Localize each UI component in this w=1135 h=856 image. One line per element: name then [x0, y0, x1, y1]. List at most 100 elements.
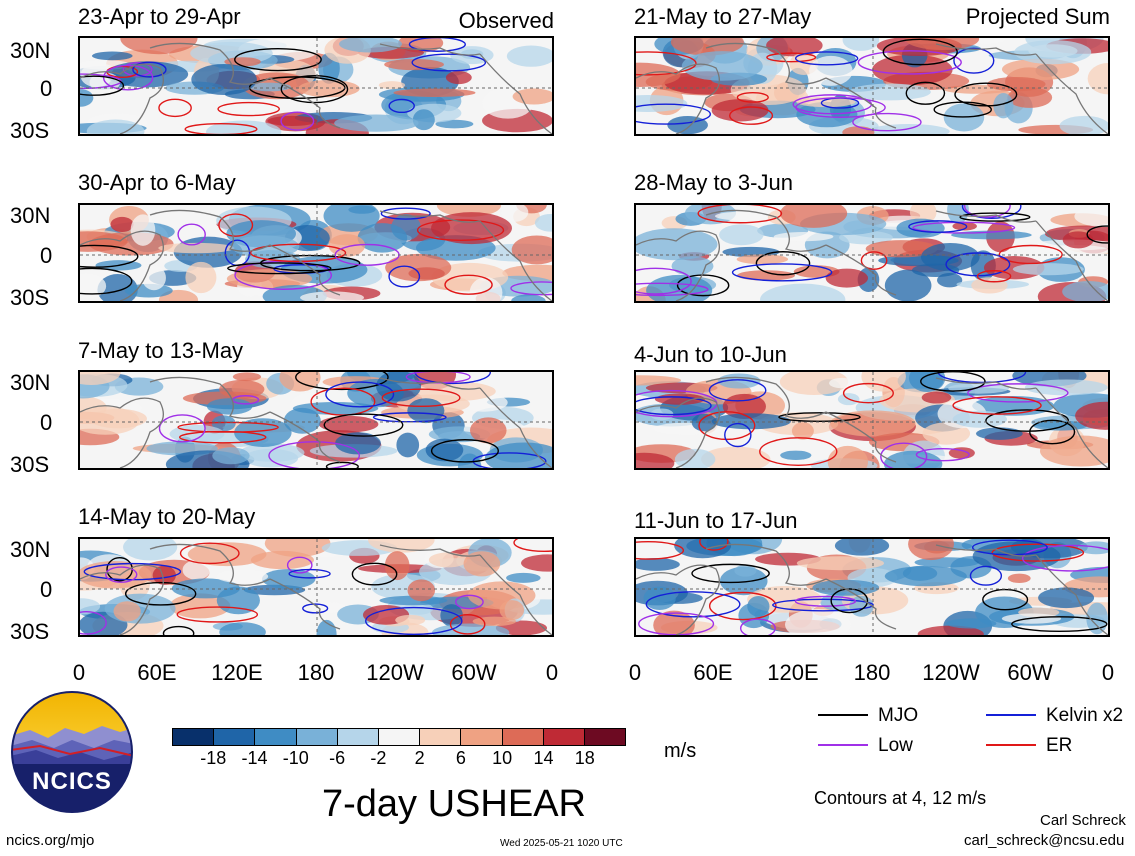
colorbar-tick-label: 6 [455, 748, 466, 768]
shear-anomaly-blob [685, 205, 737, 225]
shear-anomaly-blob [691, 413, 717, 432]
shear-anomaly-blob [80, 372, 121, 386]
shear-anomaly-blob [472, 616, 517, 627]
wave-contour [961, 205, 1022, 219]
shear-field-svg [80, 205, 552, 301]
coastline [825, 244, 897, 296]
wave-contour [449, 614, 486, 635]
legend-line-er [986, 744, 1036, 746]
lon-label-left-0: 0 [72, 660, 86, 685]
shear-anomaly-blob [779, 372, 849, 396]
shear-field-svg [636, 539, 1108, 635]
lat-label-30s-row1: 30S [10, 118, 50, 143]
colorbar [172, 728, 626, 746]
shear-anomaly-blob [80, 273, 107, 299]
shear-anomaly-blob [636, 228, 718, 261]
site-link[interactable]: ncics.org/mjo [6, 832, 95, 849]
wave-contour [232, 395, 260, 405]
colorbar-tick-label: 14 [533, 748, 554, 768]
wave-contour [880, 442, 928, 468]
shear-anomaly-blob [511, 235, 552, 265]
shear-anomaly-blob [971, 277, 1008, 294]
lat-label-0-row1: 0 [40, 76, 53, 101]
wave-contour [636, 267, 692, 295]
wave-contour [1029, 419, 1076, 445]
wave-contour [794, 595, 857, 607]
shear-anomaly-blob [908, 372, 946, 393]
shear-anomaly-blob [385, 253, 452, 282]
lat-label-0-row3: 0 [40, 410, 53, 435]
coastline [149, 209, 271, 252]
shear-anomaly-blob [760, 283, 846, 301]
shear-anomaly-blob [393, 88, 476, 97]
coastline [479, 387, 552, 468]
wave-contour [280, 111, 315, 131]
colorbar-swatch-5 [378, 729, 421, 745]
shear-anomaly-blob [407, 579, 436, 602]
shear-anomaly-blob [711, 99, 769, 122]
shear-anomaly-blob [323, 205, 380, 232]
map-panel-left-3 [78, 370, 554, 470]
shear-anomaly-blob [1059, 115, 1108, 134]
coastline [1035, 220, 1108, 301]
shear-anomaly-blob [719, 566, 768, 596]
projected-label: Projected Sum [965, 4, 1110, 29]
lat-label-30n-row4: 30N [10, 537, 51, 562]
shear-anomaly-blob [636, 95, 688, 113]
shear-anomaly-blob [80, 561, 152, 589]
shear-anomaly-blob [736, 254, 789, 265]
wave-contour [852, 112, 922, 132]
shear-anomaly-blob [335, 432, 381, 455]
lat-label-30s-row4: 30S [10, 619, 50, 644]
shear-anomaly-blob [182, 560, 211, 580]
coastline [379, 43, 481, 56]
wave-contour [80, 244, 139, 268]
coastline [80, 564, 164, 635]
shear-anomaly-blob [849, 83, 931, 101]
shear-anomaly-blob [80, 89, 94, 107]
coastline [269, 578, 341, 630]
shear-anomaly-blob [636, 557, 680, 571]
shear-field-svg [636, 205, 1108, 301]
shear-anomaly-blob [97, 274, 138, 301]
shear-anomaly-blob [976, 427, 1023, 440]
lon-label-right-60e: 60E [693, 660, 733, 685]
shear-anomaly-blob [91, 51, 133, 61]
shear-field-svg [636, 38, 1108, 134]
contours-note: Contours at 4, 12 m/s [814, 788, 987, 808]
shear-anomaly-blob [368, 539, 435, 553]
shear-field-svg [80, 38, 552, 134]
shear-anomaly-blob [158, 242, 235, 254]
wave-contour [162, 625, 195, 635]
shear-anomaly-blob [1062, 280, 1108, 301]
shear-anomaly-blob [123, 539, 178, 561]
shear-anomaly-blob [316, 619, 337, 635]
wave-contour [982, 588, 1029, 611]
lon-label-right-60w: 60W [1007, 660, 1053, 685]
wave-contour [697, 205, 783, 224]
figure-title: 7-day USHEAR [322, 783, 586, 825]
panel-title-right-1: 21-May to 27-May [634, 4, 812, 29]
coastline [636, 564, 720, 635]
wave-contour [794, 51, 859, 66]
wave-contour [952, 396, 1042, 415]
shear-anomaly-blob [185, 261, 217, 294]
shear-anomaly-blob [435, 119, 474, 129]
shear-anomaly-blob [908, 539, 954, 561]
wave-contour [1021, 544, 1108, 572]
map-panel-right-2 [634, 203, 1110, 303]
wave-contour [295, 372, 389, 391]
wave-contour [778, 412, 861, 423]
wave-contour [323, 413, 404, 437]
shear-anomaly-blob [521, 554, 552, 572]
shear-anomaly-blob [791, 422, 814, 440]
shear-anomaly-blob [463, 551, 501, 577]
author-email[interactable]: carl_schreck@ncsu.edu [964, 832, 1125, 849]
wave-contour [411, 53, 487, 72]
panel-title-left-3: 7-May to 13-May [78, 338, 244, 363]
shear-anomaly-blob [80, 598, 101, 615]
shear-anomaly-blob [262, 568, 316, 589]
wave-contour [953, 47, 995, 74]
lon-label-right-120e: 120E [767, 660, 819, 685]
wave-contour [729, 106, 774, 125]
